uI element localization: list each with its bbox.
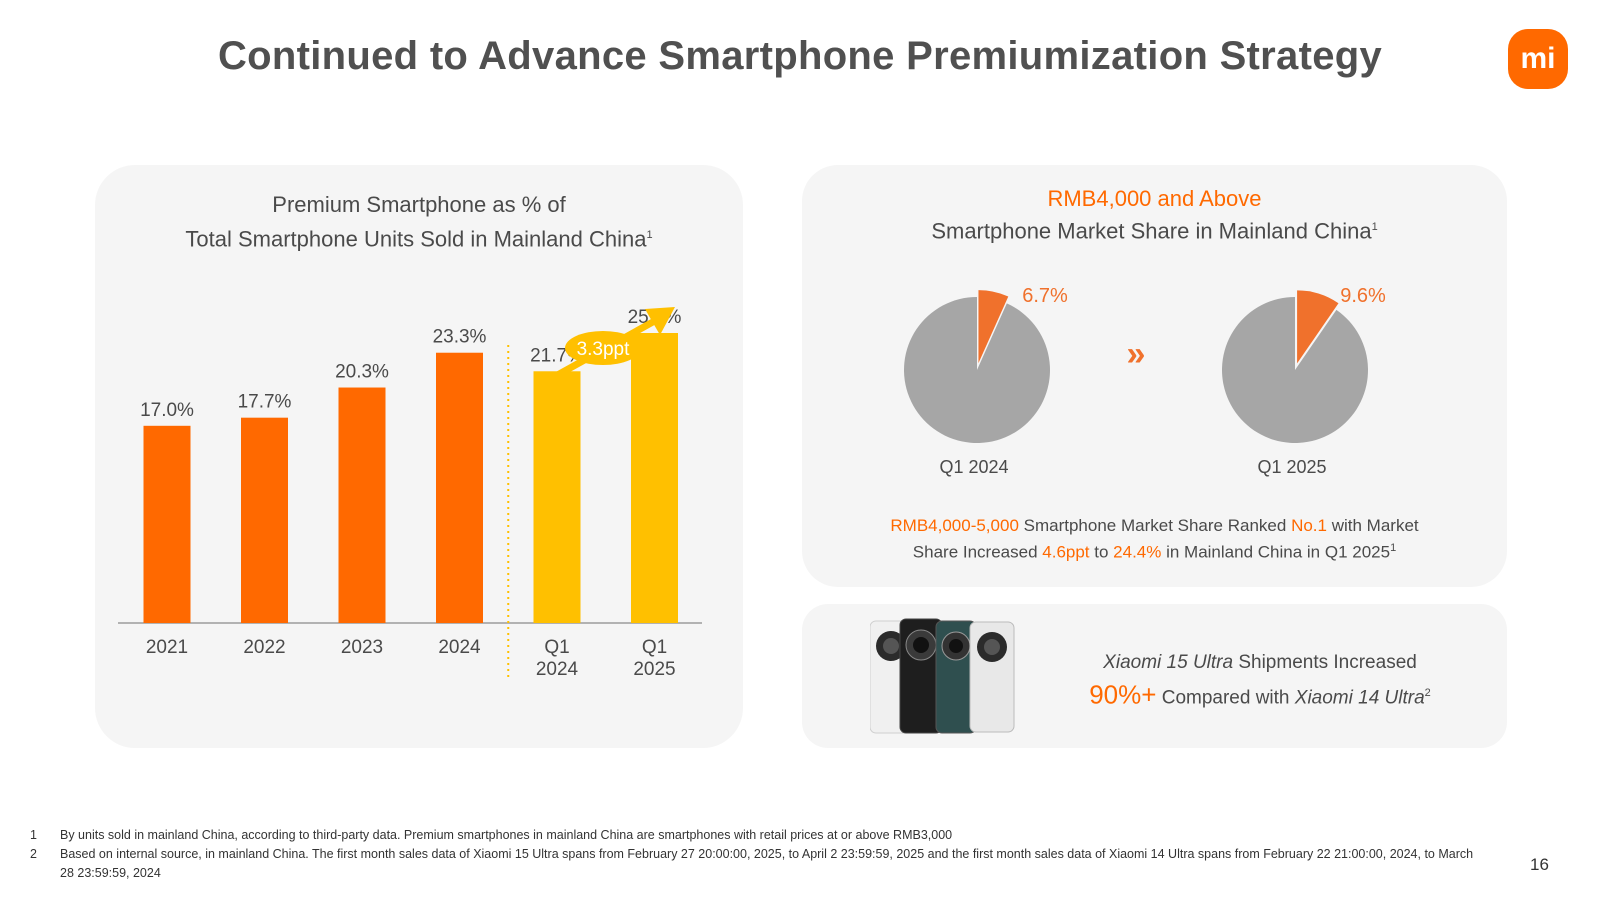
- note-text: Smartphone Market Share Ranked: [1018, 516, 1292, 535]
- pie-slice-share: [978, 290, 1009, 364]
- page-number: 16: [1530, 855, 1549, 874]
- model-name: Xiaomi 14 Ultra: [1294, 687, 1425, 709]
- growth-annotation: 3.3ppt: [577, 339, 631, 360]
- market-share-note: RMB4,000-5,000 Smartphone Market Share R…: [802, 515, 1507, 564]
- data-label: 23.3%: [433, 327, 487, 348]
- note-text: in Mainland China in Q1 2025: [1161, 542, 1391, 562]
- pie-category-label: Q1 2025: [1257, 457, 1326, 477]
- bar-chart-title-line2: Total Smartphone Units Sold in Mainland …: [185, 226, 647, 252]
- bar: [338, 387, 386, 623]
- note-text: with Market: [1326, 516, 1419, 535]
- x-tick-label: 2024: [438, 637, 481, 658]
- note-text: to: [1089, 542, 1114, 562]
- xiaomi-logo: mi: [1508, 29, 1568, 89]
- pie-chart-title-line1: RMB4,000 and Above: [1047, 186, 1262, 211]
- pie-slice-other: [904, 297, 1050, 443]
- footnote-number: 1: [30, 828, 37, 842]
- pie-chart-title-line2: Smartphone Market Share in Mainland Chin…: [931, 218, 1372, 244]
- pie-slice-other: [1222, 297, 1368, 443]
- bar: [631, 333, 678, 623]
- bar: [143, 425, 191, 623]
- footnote-ref: 1: [646, 229, 653, 241]
- bar-chart-title: Premium Smartphone as % of Total Smartph…: [95, 190, 743, 254]
- footnote-ref: 1: [1390, 542, 1397, 554]
- footnote-text: By units sold in mainland China, accordi…: [60, 828, 953, 842]
- bar-chart-title-line1: Premium Smartphone as % of: [272, 192, 566, 217]
- growth-arrowhead-icon: [645, 307, 675, 335]
- x-tick-label: 2025: [633, 659, 675, 680]
- footnote-text: Based on internal source, in mainland Ch…: [60, 847, 1474, 880]
- footnote: 2 Based on internal source, in mainland …: [30, 845, 1490, 883]
- footnote-ref: 1: [1371, 221, 1378, 233]
- ultra-text-part: Compared with: [1156, 687, 1295, 709]
- slide-title: Continued to Advance Smartphone Premiumi…: [217, 34, 1383, 78]
- data-label: 17.7%: [238, 392, 292, 413]
- note-share: 24.4%: [1113, 542, 1162, 562]
- x-tick-label: 2023: [341, 637, 383, 658]
- pie-charts: 6.7% Q1 2024 9.6% Q1 2025 »: [904, 285, 1386, 477]
- x-tick-label: Q1: [544, 637, 569, 658]
- double-chevron-right-icon: »: [1127, 335, 1146, 373]
- bar: [533, 371, 581, 623]
- bar: [241, 417, 288, 623]
- bar-chart: 17.0%202117.7%202220.3%202323.3%202421.7…: [118, 307, 702, 680]
- pie-category-label: Q1 2024: [939, 457, 1008, 477]
- shipments-increase-value: 90%+: [1089, 679, 1157, 710]
- pie-value-label: 6.7%: [1022, 285, 1068, 307]
- footnotes: 1 By units sold in mainland China, accor…: [30, 826, 1490, 883]
- pie-slice-share: [1297, 290, 1339, 364]
- ultra-shipments-text: Xiaomi 15 Ultra Shipments Increased 90%+…: [1050, 648, 1470, 713]
- pie-value-label: 9.6%: [1340, 285, 1386, 307]
- xiaomi-15-ultra-phones-image: [870, 618, 1015, 734]
- footnote-number: 2: [30, 847, 37, 861]
- x-tick-label: 2022: [243, 637, 285, 658]
- x-tick-label: 2024: [536, 659, 579, 680]
- bar: [436, 352, 483, 623]
- footnote-ref: 2: [1424, 687, 1431, 699]
- note-price-range: RMB4,000-5,000: [890, 516, 1019, 535]
- note-increase: 4.6ppt: [1042, 542, 1090, 562]
- x-tick-label: Q1: [642, 637, 667, 658]
- note-text: Share Increased: [912, 542, 1043, 562]
- footnote: 1 By units sold in mainland China, accor…: [30, 826, 1490, 845]
- data-label: 17.0%: [140, 400, 194, 421]
- note-rank: No.1: [1291, 516, 1327, 535]
- x-tick-label: 2021: [146, 637, 188, 658]
- ultra-text-part: Shipments Increased: [1233, 652, 1417, 673]
- model-name: Xiaomi 15 Ultra: [1103, 652, 1234, 673]
- growth-badge: [565, 331, 641, 365]
- data-label: 20.3%: [335, 362, 389, 383]
- pie-chart-title: RMB4,000 and Above Smartphone Market Sha…: [802, 185, 1507, 245]
